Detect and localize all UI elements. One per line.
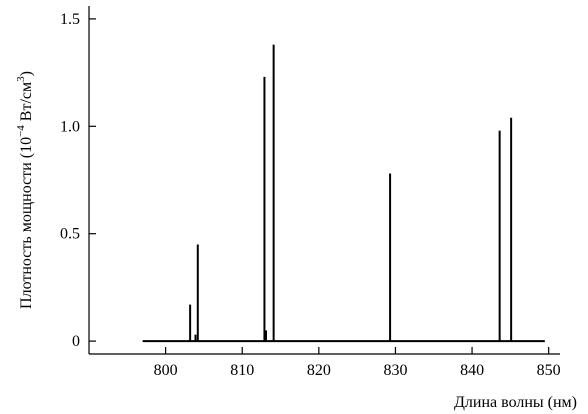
y-ticks: 0 0.5 1.0 1.5 bbox=[60, 11, 96, 350]
x-tick-label-820: 820 bbox=[307, 362, 331, 379]
x-axis-title: Длина волны (нм) bbox=[454, 394, 577, 411]
y-tick-label-1.5: 1.5 bbox=[60, 11, 80, 28]
y-tick-label-0: 0 bbox=[72, 333, 80, 350]
x-ticks: 800 810 820 830 840 850 bbox=[154, 347, 561, 379]
spectral-lines bbox=[142, 44, 545, 343]
x-tick-label-850: 850 bbox=[537, 362, 561, 379]
x-tick-label-840: 840 bbox=[460, 362, 484, 379]
y-tick-label-1.0: 1.0 bbox=[60, 118, 80, 135]
y-axis-title-exponent: −4 bbox=[15, 125, 27, 137]
x-tick-label-830: 830 bbox=[383, 362, 407, 379]
y-axis-title-suffix: ) bbox=[18, 71, 35, 76]
y-tick-label-0.5: 0.5 bbox=[60, 226, 80, 243]
x-tick-label-800: 800 bbox=[154, 362, 178, 379]
y-axis-title-units-exponent: 3 bbox=[15, 76, 27, 82]
y-axis-title-prefix: Плотность мощности (10 bbox=[18, 137, 35, 309]
x-tick-label-810: 810 bbox=[230, 362, 254, 379]
y-axis-title: Плотность мощности (10−4 Вт/см3) bbox=[15, 71, 35, 309]
y-axis-title-units: Вт/см bbox=[18, 82, 35, 125]
